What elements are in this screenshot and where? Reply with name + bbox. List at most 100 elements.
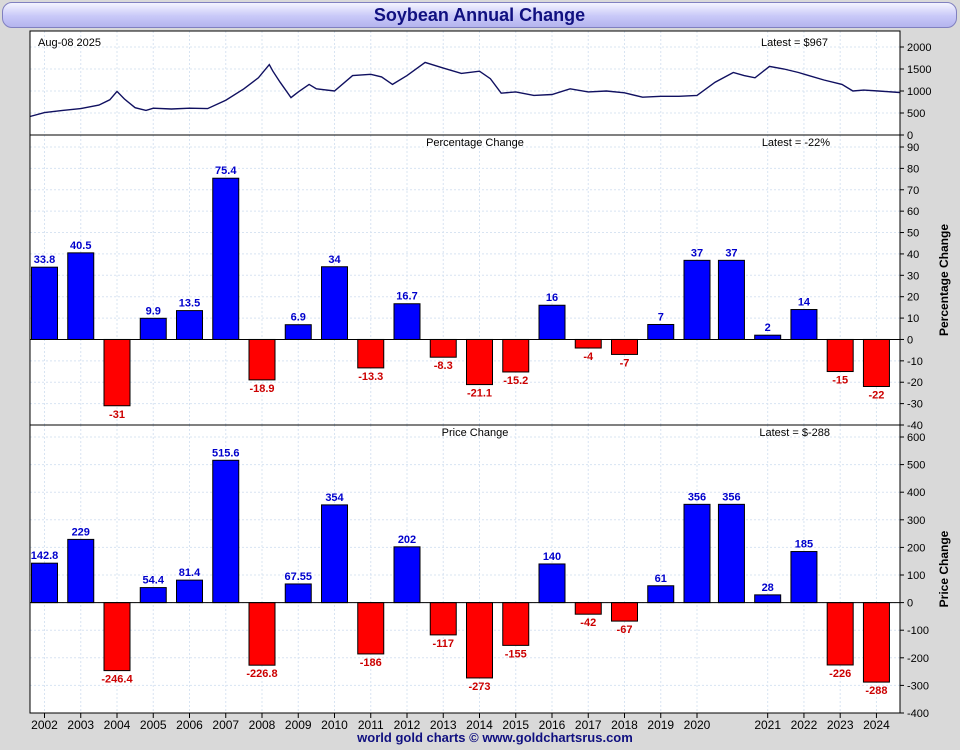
bar-negative xyxy=(429,338,457,358)
bar-value-label: -15.2 xyxy=(503,375,528,387)
bar-positive xyxy=(284,583,312,604)
x-tick-label: 2007 xyxy=(212,718,239,732)
x-tick-label: 2020 xyxy=(684,718,711,732)
bar-value-label: -288 xyxy=(865,685,887,697)
y-tick-label: 600 xyxy=(907,432,925,444)
bar-value-label: 13.5 xyxy=(179,298,200,310)
bar-value-label: -31 xyxy=(109,409,125,421)
panel-header-date: Aug-08 2025 xyxy=(38,37,101,49)
panel-latest-label: Latest = $967 xyxy=(761,37,828,49)
panel-title: Price Change xyxy=(442,427,509,439)
x-tick-label: 2015 xyxy=(502,718,529,732)
bar-negative xyxy=(611,602,638,622)
y-tick-label: 30 xyxy=(907,270,919,282)
bar-value-label: 33.8 xyxy=(34,254,55,266)
y-tick-label: 20 xyxy=(907,292,919,304)
bar-value-label: 356 xyxy=(722,491,740,503)
bar-negative xyxy=(826,602,854,666)
x-tick-label: 2014 xyxy=(466,718,493,732)
bar-positive xyxy=(538,304,566,340)
bar-value-label: -18.9 xyxy=(249,383,274,395)
bar-value-label: 37 xyxy=(725,247,737,259)
y-axis-title: Price Change xyxy=(937,530,951,607)
bar-value-label: 515.6 xyxy=(212,447,240,459)
y-tick-label: -20 xyxy=(907,377,923,389)
y-tick-label: -40 xyxy=(907,420,923,432)
x-tick-label: 2024 xyxy=(863,718,890,732)
y-tick-label: -200 xyxy=(907,653,929,665)
y-tick-label: -100 xyxy=(907,625,929,637)
bar-positive xyxy=(212,459,240,604)
bar-positive xyxy=(284,324,312,340)
bar-negative xyxy=(502,602,530,646)
bar-value-label: -186 xyxy=(360,657,382,669)
panel-title: Percentage Change xyxy=(426,137,524,149)
y-tick-label: 200 xyxy=(907,542,925,554)
x-tick-label: 2011 xyxy=(358,718,384,732)
x-tick-label: 2002 xyxy=(31,718,58,732)
bar-negative xyxy=(103,602,131,672)
bar-positive xyxy=(212,177,240,340)
y-tick-label: 500 xyxy=(907,460,925,472)
price-series-line xyxy=(29,61,901,118)
bar-value-label: -13.3 xyxy=(358,371,383,383)
bar-positive xyxy=(139,317,167,340)
chart-title: Soybean Annual Change xyxy=(373,4,586,25)
bar-positive xyxy=(321,266,348,340)
bar-positive xyxy=(321,504,348,604)
bar-value-label: 354 xyxy=(325,492,344,504)
bar-positive xyxy=(754,594,782,604)
y-tick-label: 400 xyxy=(907,487,925,499)
x-tick-label: 2012 xyxy=(394,718,421,732)
bar-value-label: -7 xyxy=(620,357,630,369)
bar-positive xyxy=(393,546,421,604)
bar-value-label: 185 xyxy=(795,539,813,551)
bar-value-label: -226 xyxy=(829,668,851,680)
x-tick-label: 2010 xyxy=(321,718,348,732)
bar-positive xyxy=(647,323,675,340)
bar-negative xyxy=(429,602,457,636)
x-tick-label: 2003 xyxy=(67,718,94,732)
y-tick-label: 2000 xyxy=(907,42,931,54)
x-tick-label: 2021 xyxy=(754,718,781,732)
bar-value-label: 6.9 xyxy=(291,312,306,324)
bar-positive xyxy=(67,538,95,604)
y-tick-label: 1000 xyxy=(907,86,931,98)
x-tick-label: 2008 xyxy=(249,718,276,732)
y-axis-title: Percentage Change xyxy=(937,224,951,336)
x-tick-label: 2018 xyxy=(611,718,638,732)
bar-negative xyxy=(357,338,385,369)
bar-negative xyxy=(248,338,276,381)
bar-value-label: -226.8 xyxy=(246,668,277,680)
bar-value-label: 356 xyxy=(688,491,706,503)
bar-value-label: 9.9 xyxy=(146,305,161,317)
bar-value-label: 37 xyxy=(691,247,703,259)
y-tick-label: 300 xyxy=(907,515,925,527)
bar-negative xyxy=(248,602,276,666)
bar-positive xyxy=(139,587,167,604)
bar-value-label: 16.7 xyxy=(396,291,417,303)
y-tick-label: 100 xyxy=(907,570,925,582)
panel-latest-label: Latest = -22% xyxy=(762,137,830,149)
bar-positive xyxy=(683,503,711,604)
bar-negative xyxy=(826,338,854,373)
bar-negative xyxy=(502,338,530,373)
bar-negative xyxy=(574,338,602,349)
bar-positive xyxy=(717,259,745,340)
bar-value-label: 67.55 xyxy=(284,571,312,583)
bar-value-label: 14 xyxy=(798,297,811,309)
bar-value-label: -8.3 xyxy=(434,360,453,372)
bar-positive xyxy=(176,579,203,604)
bar-value-label: 34 xyxy=(328,254,341,266)
bar-value-label: -22 xyxy=(868,390,884,402)
bar-value-label: 142.8 xyxy=(31,550,59,562)
y-tick-label: 0 xyxy=(907,334,913,346)
y-tick-label: -300 xyxy=(907,680,929,692)
y-tick-label: 0 xyxy=(907,130,913,142)
bar-negative xyxy=(574,602,602,615)
bar-value-label: -67 xyxy=(617,624,633,636)
bar-positive xyxy=(647,585,675,604)
title-bar: Soybean Annual Change xyxy=(2,2,957,28)
bar-negative xyxy=(466,338,493,386)
